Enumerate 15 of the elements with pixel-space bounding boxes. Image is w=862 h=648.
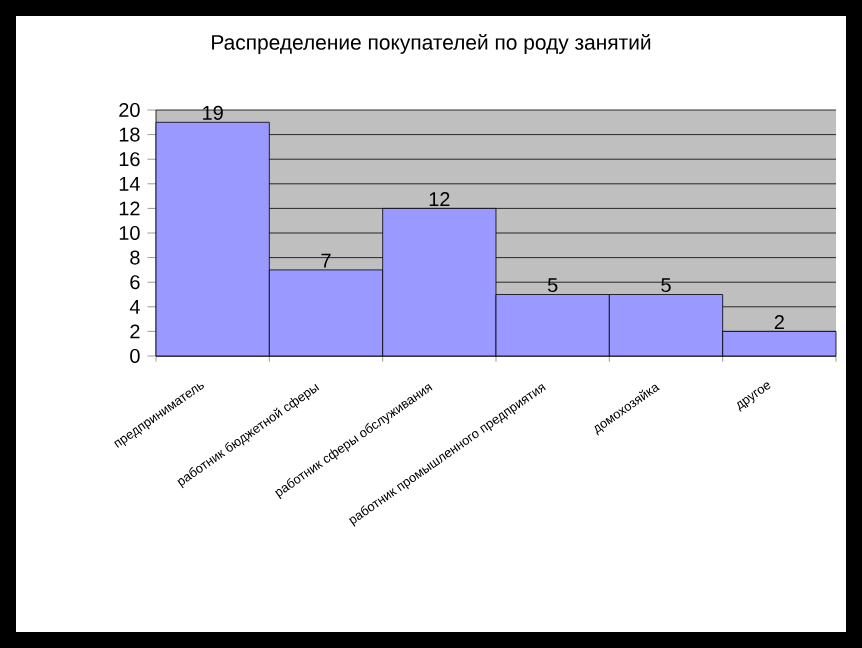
y-tick-label: 18 bbox=[119, 127, 140, 142]
data-label: 19 bbox=[203, 105, 223, 120]
y-tick-label: 4 bbox=[129, 299, 140, 314]
y-tick-label: 6 bbox=[130, 275, 140, 290]
y-tick-label: 14 bbox=[119, 176, 140, 191]
y-tick-label: 20 bbox=[119, 102, 140, 118]
y-tick-label: 2 bbox=[130, 324, 140, 339]
chart-title: Распределение покупателей по роду занятий bbox=[212, 34, 651, 54]
data-label: 2 bbox=[774, 315, 784, 329]
y-tick-label: 16 bbox=[119, 152, 140, 167]
y-tick-label: 12 bbox=[119, 201, 140, 216]
y-tick-label: 10 bbox=[119, 225, 140, 241]
y-tick-label: 8 bbox=[130, 250, 140, 265]
y-tick-label: 0 bbox=[130, 348, 140, 364]
data-label: 12 bbox=[429, 192, 450, 206]
